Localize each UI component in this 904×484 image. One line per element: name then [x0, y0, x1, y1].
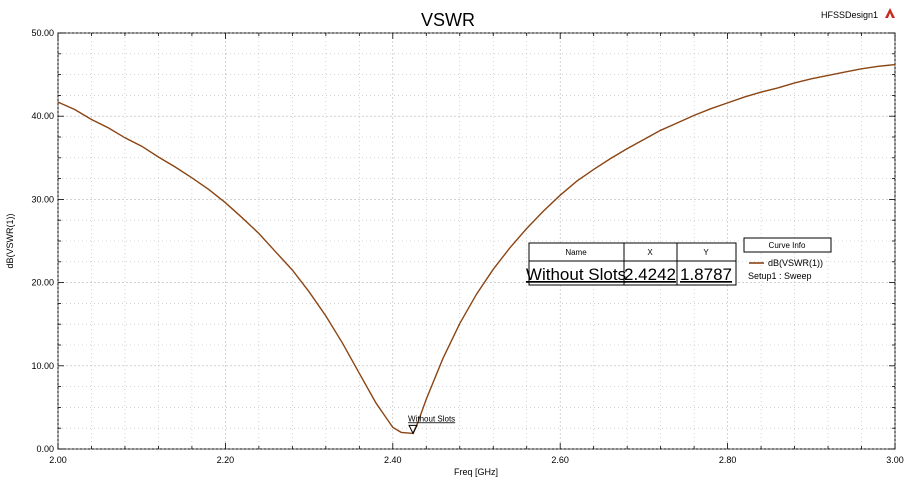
- marker: Without Slots: [408, 414, 455, 435]
- x-tick-label: 2.80: [719, 455, 737, 465]
- chart-title: VSWR: [421, 10, 475, 30]
- y-tick-label: 50.00: [31, 28, 54, 38]
- marker-table-header-name: Name: [565, 248, 587, 257]
- legend: Curve Info dB(VSWR(1)) Setup1 : Sweep: [743, 237, 832, 281]
- marker-triangle-icon: [408, 424, 418, 435]
- marker-table-y: 1.8787: [680, 265, 732, 284]
- y-tick-label: 40.00: [31, 111, 54, 121]
- x-tick-label: 2.40: [384, 455, 402, 465]
- ansys-logo-icon: [885, 8, 895, 18]
- marker-table-header-x: X: [647, 248, 653, 257]
- marker-label: Without Slots: [408, 414, 455, 423]
- marker-table: Name X Y Without Slots 2.4242 1.8787: [526, 242, 737, 286]
- y-axis-label: dB(VSWR(1)): [5, 213, 15, 268]
- x-ticks: 2.00 2.20 2.40 2.60 2.80 3.00: [49, 33, 904, 465]
- legend-sub: Setup1 : Sweep: [748, 271, 812, 281]
- marker-table-x: 2.4242: [624, 265, 676, 284]
- series-line-vswr: [57, 63, 896, 435]
- marker-table-name: Without Slots: [526, 265, 626, 284]
- y-ticks: 0.00 10.00 20.00 30.00 40.00 50.00: [31, 28, 895, 454]
- legend-title: Curve Info: [769, 241, 806, 250]
- x-tick-label: 2.00: [49, 455, 67, 465]
- design-label: HFSSDesign1: [821, 10, 878, 20]
- legend-entry: dB(VSWR(1)): [768, 258, 823, 268]
- x-tick-label: 2.20: [217, 455, 235, 465]
- marker-table-header-y: Y: [703, 248, 709, 257]
- y-tick-label: 10.00: [31, 361, 54, 371]
- x-tick-label: 2.60: [551, 455, 569, 465]
- x-axis-label: Freq [GHz]: [454, 467, 498, 477]
- y-tick-label: 20.00: [31, 278, 54, 288]
- y-tick-label: 30.00: [31, 194, 54, 204]
- x-tick-label: 3.00: [886, 455, 904, 465]
- y-tick-label: 0.00: [36, 444, 54, 454]
